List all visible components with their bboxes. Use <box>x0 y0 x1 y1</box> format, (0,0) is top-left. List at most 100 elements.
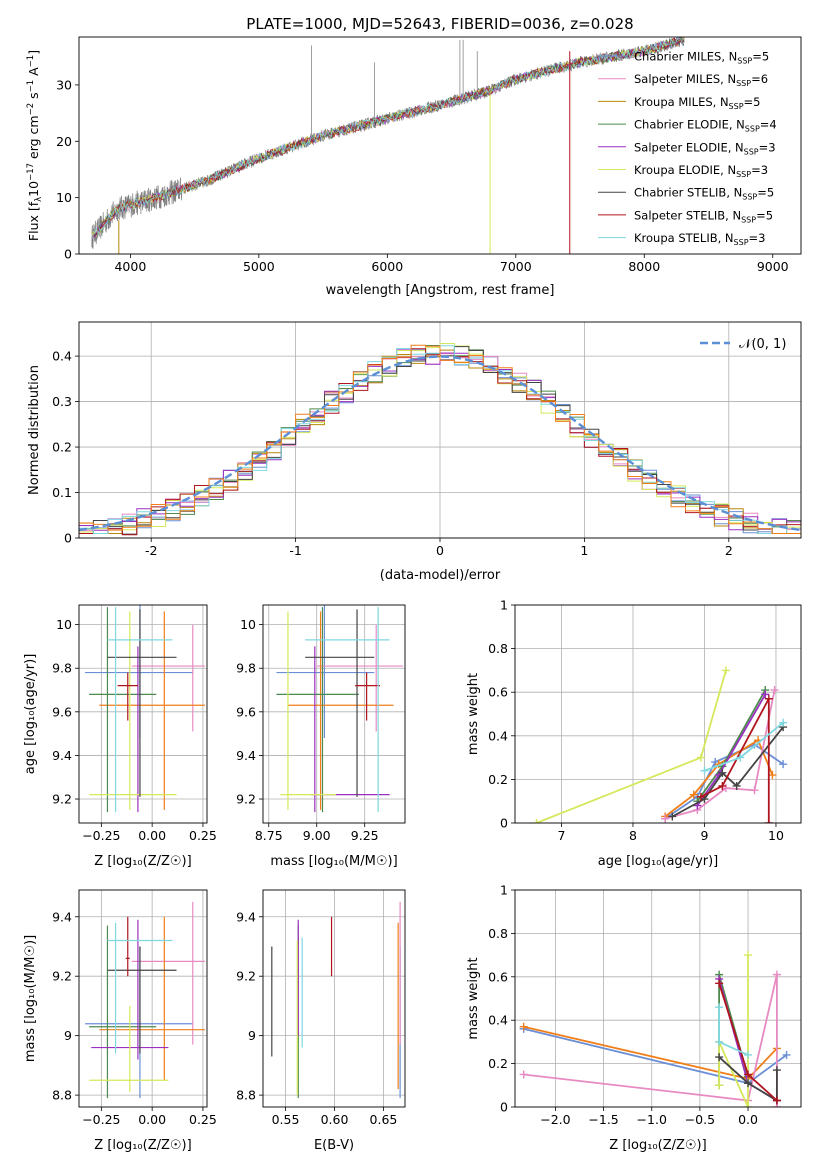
x-tick-label: 5000 <box>243 259 275 274</box>
massweight-point-marker <box>744 1079 753 1088</box>
y-tick-label: 30 <box>56 77 72 92</box>
x-axis-label: age [log₁₀(age/yr)] <box>598 854 719 869</box>
x-tick-label: 0.25 <box>189 828 217 843</box>
x-axis-label: mass [log₁₀(M/M☉)] <box>270 854 397 869</box>
axes-frame <box>262 604 406 824</box>
massweight-point-marker <box>764 694 773 703</box>
y-axis-label: mass weight <box>466 957 481 1039</box>
massweight-point-marker <box>750 786 759 795</box>
y-tick-label: 9.2 <box>236 969 256 984</box>
y-axis-label: mass [log₁₀(M/M☉)] <box>23 935 38 1062</box>
x-tick-label: 0.65 <box>370 1112 398 1127</box>
y-axis-label: Normed distribution <box>27 365 42 495</box>
massweight-vs-metallicity-panel: −2.0 −1.5 −1.0 −0.5 0.0 0 0.2 0.4 0.6 0.8 1 Z [log₁… <box>466 883 802 1153</box>
y-axis-label-part: −17 <box>26 163 36 181</box>
y-tick-label: 9 <box>248 1028 256 1043</box>
x-axis-label: (data-model)/error <box>380 568 501 583</box>
x-tick-label: 0.00 <box>138 828 166 843</box>
massweight-point-marker <box>689 790 698 799</box>
x-tick-label: 10 <box>768 828 784 843</box>
legend-label-name: Chabrier ELODIE, N <box>634 118 745 132</box>
y-axis-label-part: A <box>26 67 41 80</box>
y-tick-label: 9.4 <box>236 909 256 924</box>
x-tick-label: 6000 <box>371 259 403 274</box>
massweight-point-marker <box>519 1022 528 1031</box>
legend-label-count: =4 <box>760 118 777 132</box>
massweight-series-line <box>718 955 749 1107</box>
massweight-point-marker <box>744 1050 753 1059</box>
massweight-point-marker <box>772 1096 781 1105</box>
massweight-series-line <box>664 689 776 820</box>
x-tick-label: -2 <box>145 543 157 558</box>
mass-vs-extinction-panel: 0.55 0.60 0.65 8.8 9 9.2 9.4 E(B-V) <box>236 889 406 1153</box>
y-tick-label: 0.4 <box>52 349 72 364</box>
x-tick-label: −0.5 <box>685 1112 715 1127</box>
massweight-point-marker <box>768 771 777 780</box>
legend-label-sub: SSP <box>736 79 751 88</box>
massweight-point-marker <box>696 792 705 801</box>
x-axis-label: Z [log₁₀(Z/Z☉)] <box>94 854 191 869</box>
y-tick-label: 9.6 <box>236 704 256 719</box>
x-tick-label: 8 <box>629 828 637 843</box>
legend-label-sub: SSP <box>737 57 752 66</box>
y-axis-label-part: ] <box>26 50 41 55</box>
y-axis-label-part: −1 <box>26 55 36 68</box>
legend-label-name: Kroupa ELODIE, N <box>634 163 736 177</box>
y-tick-label: 9.8 <box>236 661 256 676</box>
y-tick-label: 0.4 <box>488 1013 508 1028</box>
mass-vs-metallicity-panel: −0.25 0.00 0.25 8.8 9 9.2 9.4 Z [log₁₀(Z/Z☉)] ma… <box>23 889 217 1153</box>
massweight-point-marker <box>661 814 670 823</box>
y-tick-label: 8.8 <box>236 1088 256 1103</box>
legend-label-count: =6 <box>751 72 768 86</box>
legend-label: Kroupa MILES, NSSP=5 <box>634 95 760 111</box>
y-axis-label-part: −2 <box>26 103 36 116</box>
y-tick-label: 0.6 <box>488 685 508 700</box>
massweight-point-marker <box>779 760 788 769</box>
massweight-point-marker <box>700 766 709 775</box>
legend-label-sub: SSP <box>745 125 760 134</box>
age-vs-metallicity-panel: −0.25 0.00 0.25 9.2 9.4 9.6 9.8 10 Z [log₁₀(Z/Z☉… <box>23 604 217 869</box>
y-tick-label: 0.2 <box>52 440 72 455</box>
massweight-point-marker <box>668 812 677 821</box>
massweight-series-line <box>718 1056 778 1103</box>
massweight-point-marker <box>779 718 788 727</box>
y-axis-label-part: λ <box>34 197 44 202</box>
x-tick-label: 9 <box>700 828 708 843</box>
x-tick-label: 4000 <box>114 259 146 274</box>
massweight-vs-age-panel: 7 8 9 10 0 0.2 0.4 0.6 0.8 1 age [log₁₀(age/yr)] ma… <box>466 598 802 869</box>
y-tick-label: 0.8 <box>488 926 508 941</box>
errorbar-plot-area <box>271 901 401 1099</box>
y-axis-label: mass weight <box>466 673 481 755</box>
legend-label-name: Chabrier MILES, N <box>634 50 737 64</box>
massweight-point-marker <box>770 686 779 695</box>
x-tick-label: 7 <box>557 828 565 843</box>
errorbar-plot-area <box>85 605 205 813</box>
y-tick-label: 0.1 <box>52 485 72 500</box>
y-tick-label: 0 <box>500 1100 508 1115</box>
y-tick-label: 1 <box>500 598 508 613</box>
massweight-point-marker <box>744 951 753 960</box>
massweight-point-marker <box>736 753 745 762</box>
massweight-point-marker <box>715 1037 724 1046</box>
legend-label: Salpeter ELODIE, NSSP=3 <box>634 140 776 156</box>
x-tick-label: 7000 <box>500 259 532 274</box>
y-tick-label: 10 <box>56 190 72 205</box>
y-tick-label: 20 <box>56 134 72 149</box>
massweight-series-line <box>700 698 770 823</box>
massweight-point-marker <box>761 690 770 699</box>
errorbar-plot-area <box>85 901 205 1099</box>
legend-label-count: =3 <box>759 140 776 154</box>
spectrum-panel: 4000 5000 6000 7000 8000 9000 0 10 20 30 wavelengt… <box>26 36 802 298</box>
legend-label-count: =3 <box>749 231 766 245</box>
massweight-plot-area <box>519 951 791 1107</box>
massweight-point-marker <box>721 666 730 675</box>
residual-histogram-step <box>79 344 801 534</box>
legend-label-sub: SSP <box>736 170 751 179</box>
x-tick-label: 0.60 <box>321 1112 349 1127</box>
x-axis-label: Z [log₁₀(Z/Z☉)] <box>609 1138 706 1153</box>
y-tick-label: 9.2 <box>52 792 72 807</box>
legend-label-sub: SSP <box>744 147 759 156</box>
massweight-point-marker <box>718 781 727 790</box>
legend-label: Chabrier MILES, NSSP=5 <box>634 50 769 66</box>
y-tick-label: 9.2 <box>236 792 256 807</box>
